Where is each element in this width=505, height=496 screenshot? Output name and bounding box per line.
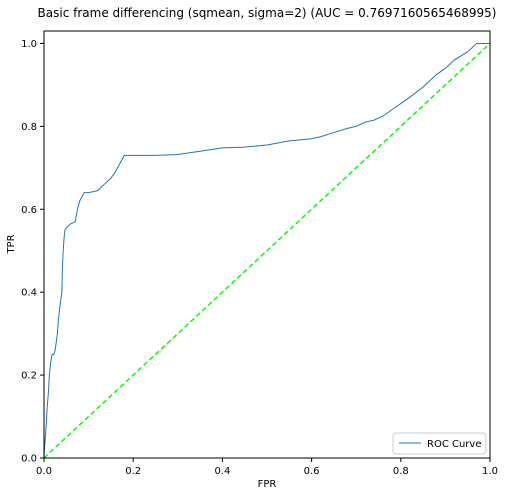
x-tick-label: 0.4 [214, 466, 230, 477]
y-tick-label: 0.6 [21, 205, 37, 216]
y-tick-label: 0.0 [21, 454, 37, 465]
x-axis: 0.0 0.2 0.4 0.6 0.8 1.0 [36, 458, 498, 477]
chance-diagonal-line [43, 42, 491, 459]
y-tick-label: 0.8 [21, 122, 37, 133]
legend-label: ROC Curve [427, 439, 481, 450]
y-axis-label: TPR [6, 234, 17, 254]
chart-title: Basic frame differencing (sqmean, sigma=… [38, 6, 497, 20]
x-tick-label: 0.8 [393, 466, 409, 477]
y-tick-label: 1.0 [21, 39, 37, 50]
y-tick-label: 0.2 [21, 371, 37, 382]
x-tick-label: 0.2 [125, 466, 141, 477]
y-axis: 0.0 0.2 0.4 0.6 0.8 1.0 [21, 39, 44, 465]
plot-frame [43, 30, 491, 459]
y-tick-label: 0.4 [21, 288, 37, 299]
legend: ROC Curve [392, 432, 487, 455]
roc-curve-line [43, 42, 490, 459]
x-tick-label: 0.0 [36, 466, 52, 477]
series-layer [43, 42, 491, 459]
x-tick-label: 1.0 [482, 466, 498, 477]
x-tick-label: 0.6 [304, 466, 320, 477]
x-axis-label: FPR [258, 479, 277, 490]
plot-area [44, 31, 490, 458]
legend-box [392, 432, 487, 455]
